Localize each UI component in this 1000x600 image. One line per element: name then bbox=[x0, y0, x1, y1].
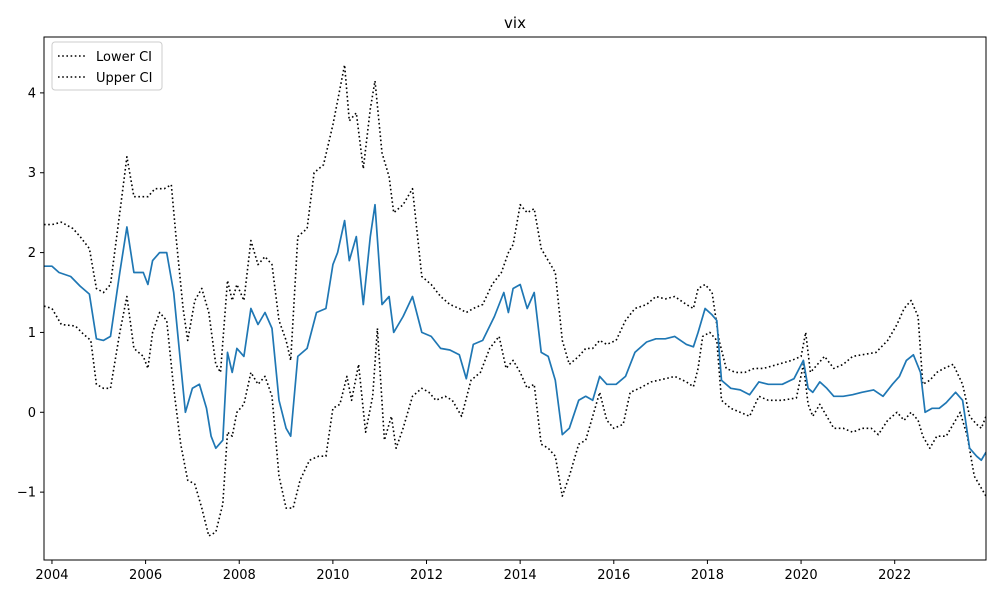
series-group bbox=[44, 64, 986, 537]
legend-box bbox=[51, 41, 163, 91]
y-tick-label: 0 bbox=[28, 406, 36, 421]
series-line-upper-ci bbox=[44, 64, 986, 430]
legend: Lower CI Upper CI bbox=[51, 41, 163, 91]
axes: 2004 2006 2008 2010 2012 2014 2016 2018 2020 2022… bbox=[17, 36, 987, 583]
x-tick-label: 2008 bbox=[223, 568, 256, 583]
x-tick-label: 2012 bbox=[410, 568, 443, 583]
y-tick-label: 3 bbox=[28, 166, 36, 181]
series-line-lower-ci bbox=[44, 295, 986, 537]
x-tick-label: 2016 bbox=[597, 568, 630, 583]
y-tick-label: 4 bbox=[28, 86, 36, 101]
y-tick-label: −1 bbox=[17, 486, 36, 501]
y-tick-label: 2 bbox=[28, 246, 36, 261]
series-line-estimate bbox=[44, 203, 986, 462]
x-tick-label: 2018 bbox=[691, 568, 724, 583]
y-tick-label: 1 bbox=[28, 326, 36, 341]
chart-title: vix bbox=[504, 14, 526, 32]
x-tick-label: 2006 bbox=[129, 568, 162, 583]
x-tick-label: 2022 bbox=[878, 568, 911, 583]
legend-label-lower-ci: Lower CI bbox=[96, 50, 152, 65]
legend-label-upper-ci: Upper CI bbox=[96, 71, 152, 86]
x-tick-label: 2020 bbox=[785, 568, 818, 583]
plot-area bbox=[44, 64, 986, 537]
plot-frame bbox=[43, 36, 987, 561]
x-tick-label: 2014 bbox=[504, 568, 537, 583]
x-tick-label: 2004 bbox=[35, 568, 68, 583]
x-tick-label: 2010 bbox=[316, 568, 349, 583]
